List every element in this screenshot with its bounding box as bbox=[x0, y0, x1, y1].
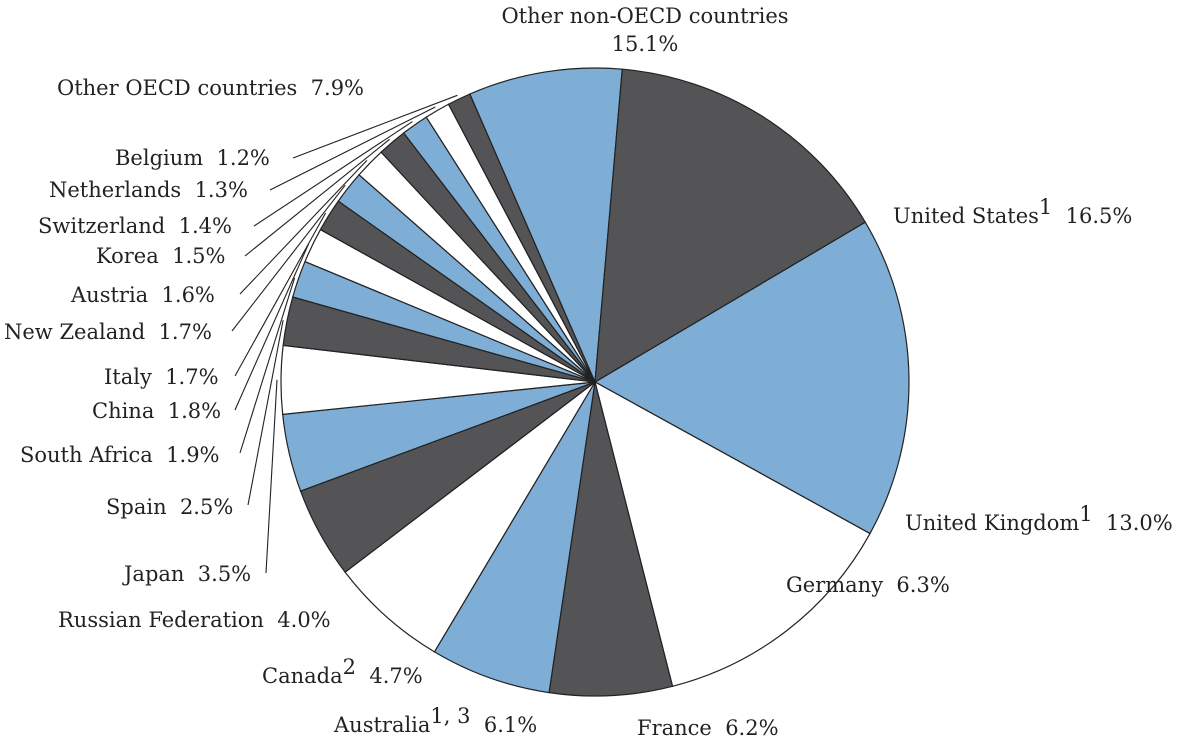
leader-lines bbox=[231, 94, 458, 574]
slice-label: Other OECD countries 7.9% bbox=[57, 76, 364, 100]
slice-label: Other non-OECD countries 15.1% bbox=[501, 4, 788, 56]
leader-line bbox=[244, 138, 390, 257]
leader-line bbox=[253, 121, 413, 227]
leader-line bbox=[269, 106, 436, 191]
slice-label: United States1 16.5% bbox=[893, 195, 1132, 228]
pie-slices bbox=[280, 67, 910, 697]
slice-label: Australia1, 3 6.1% bbox=[333, 704, 537, 737]
slice-label: Canada2 4.7% bbox=[262, 655, 423, 688]
leader-line bbox=[292, 94, 458, 159]
pie-slice bbox=[594, 68, 867, 384]
leader-line bbox=[239, 277, 296, 454]
slice-label: United Kingdom1 13.0% bbox=[905, 502, 1173, 535]
slice-label: Italy 1.7% bbox=[104, 365, 219, 389]
slice-label: Spain 2.5% bbox=[106, 495, 233, 519]
slice-label: Japan 3.5% bbox=[122, 562, 251, 586]
slice-label: New Zealand 1.7% bbox=[4, 320, 212, 344]
slice-label: Belgium 1.2% bbox=[115, 146, 270, 170]
pie-slice bbox=[469, 67, 623, 383]
leader-line bbox=[234, 243, 310, 411]
slice-label: Germany 6.3% bbox=[786, 573, 950, 597]
pie-slice bbox=[594, 380, 871, 688]
leader-line bbox=[247, 320, 284, 506]
leader-line bbox=[265, 379, 278, 574]
slice-label: Switzerland 1.4% bbox=[38, 214, 232, 238]
slice-label: Korea 1.5% bbox=[96, 244, 225, 268]
slice-label: Netherlands 1.3% bbox=[49, 178, 248, 202]
leader-line bbox=[239, 160, 368, 295]
slice-label: France 6.2% bbox=[637, 716, 779, 738]
slice-label: South Africa 1.9% bbox=[20, 443, 220, 467]
slice-labels: United States1 16.5% United Kingdom1 13.0… bbox=[4, 4, 1173, 738]
slice-label: Russian Federation 4.0% bbox=[58, 608, 331, 632]
slice-label: China 1.8% bbox=[92, 399, 221, 423]
leader-line bbox=[234, 212, 327, 377]
slice-label: Austria 1.6% bbox=[70, 283, 215, 307]
pie-slice bbox=[344, 381, 596, 653]
pie-slice bbox=[433, 381, 596, 694]
leader-line bbox=[231, 184, 346, 332]
pie-slice bbox=[593, 221, 910, 535]
pie-slice bbox=[548, 381, 674, 697]
